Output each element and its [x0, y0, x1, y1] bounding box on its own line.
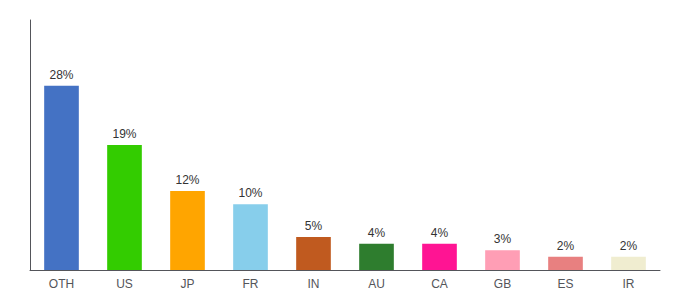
svg-text:FR: FR	[243, 277, 259, 291]
svg-text:10%: 10%	[238, 186, 262, 200]
svg-text:4%: 4%	[431, 226, 449, 240]
svg-text:3%: 3%	[494, 232, 512, 246]
svg-text:ES: ES	[557, 277, 573, 291]
svg-text:JP: JP	[180, 277, 194, 291]
svg-text:5%: 5%	[305, 219, 323, 233]
svg-text:28%: 28%	[49, 68, 73, 82]
svg-text:US: US	[116, 277, 133, 291]
svg-text:GB: GB	[494, 277, 511, 291]
svg-text:2%: 2%	[557, 239, 575, 253]
svg-text:IR: IR	[623, 277, 635, 291]
svg-text:4%: 4%	[368, 226, 386, 240]
svg-text:12%: 12%	[175, 173, 199, 187]
svg-text:19%: 19%	[112, 127, 136, 141]
svg-text:AU: AU	[368, 277, 385, 291]
svg-text:OTH: OTH	[49, 277, 74, 291]
svg-text:CA: CA	[431, 277, 448, 291]
svg-text:IN: IN	[308, 277, 320, 291]
svg-text:2%: 2%	[620, 239, 638, 253]
